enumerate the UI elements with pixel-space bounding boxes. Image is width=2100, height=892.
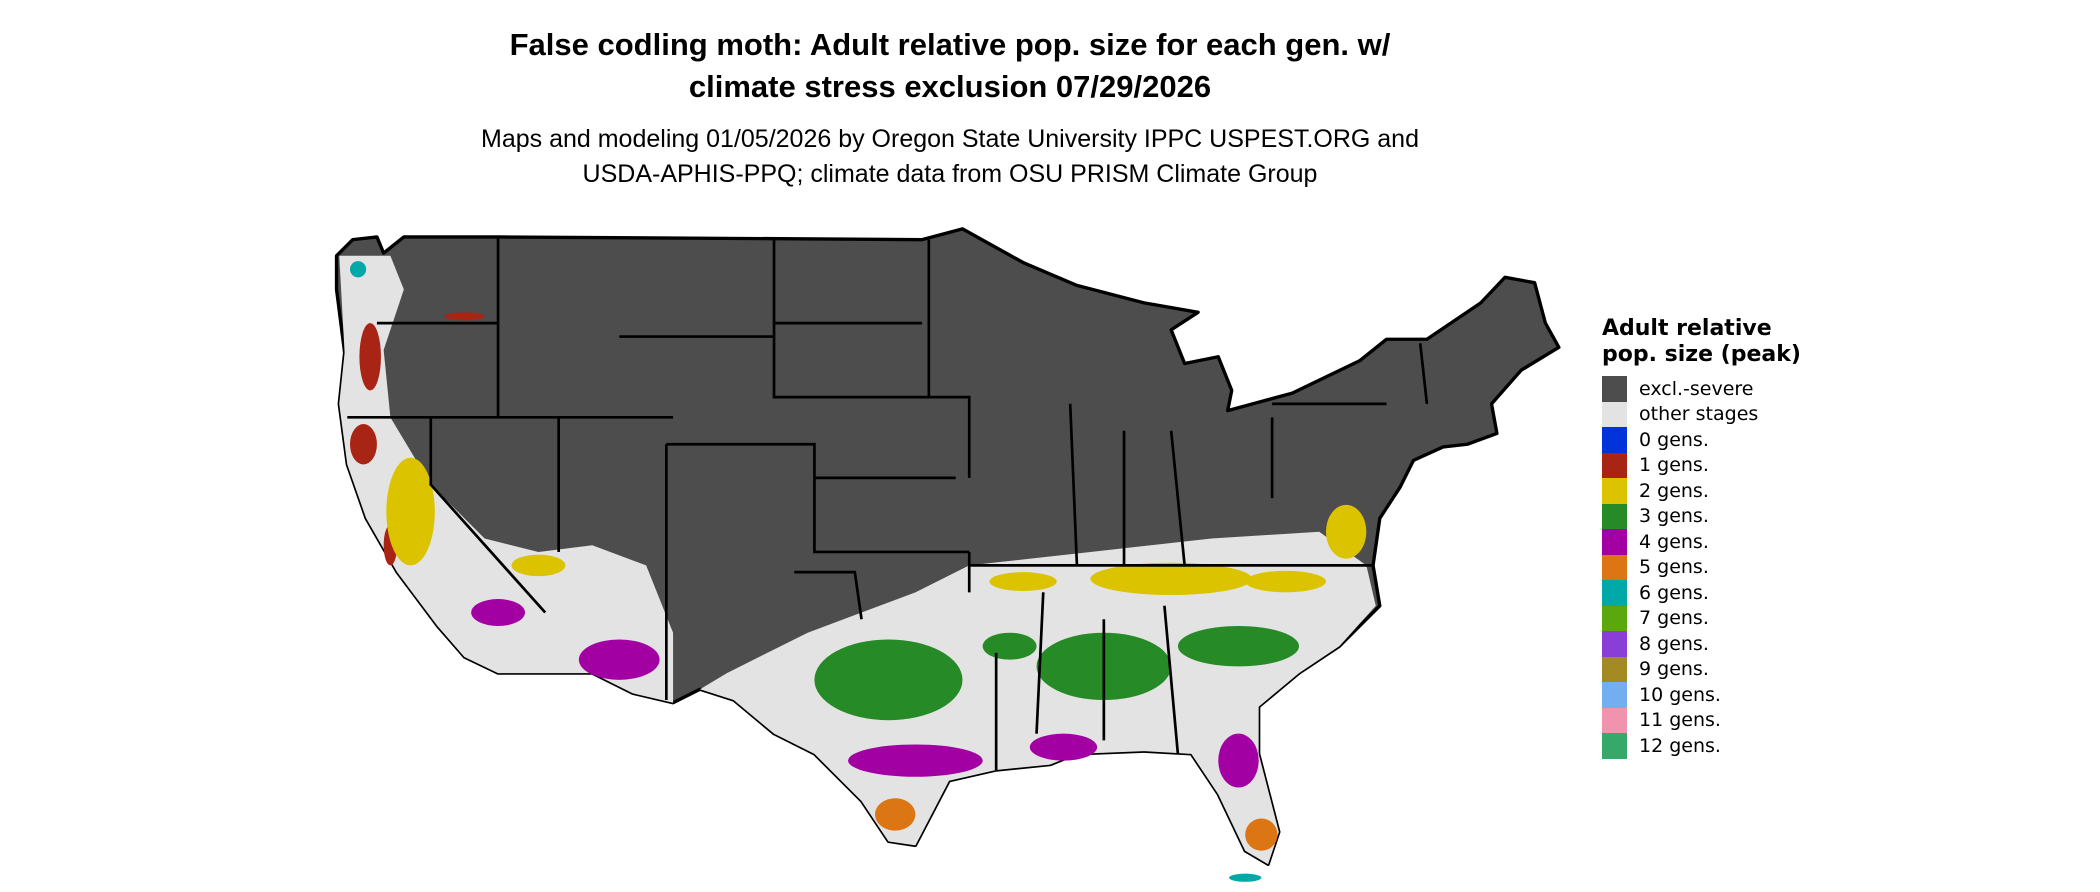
legend-label: 2 gens. bbox=[1639, 479, 1709, 502]
legend-label: 10 gens. bbox=[1639, 683, 1721, 706]
gen-4-regions bbox=[471, 599, 1259, 788]
legend-item: 4 gens. bbox=[1602, 529, 1802, 555]
legend-label: 12 gens. bbox=[1639, 734, 1721, 757]
legend-label: other stages bbox=[1639, 403, 1759, 426]
legend-label: 8 gens. bbox=[1639, 632, 1709, 655]
legend-item: other stages bbox=[1602, 401, 1802, 427]
legend-label: 9 gens. bbox=[1639, 658, 1709, 681]
legend-swatch bbox=[1602, 656, 1627, 682]
legend-label: 3 gens. bbox=[1639, 505, 1709, 528]
legend-swatch bbox=[1602, 452, 1627, 478]
legend-item: 11 gens. bbox=[1602, 707, 1802, 733]
legend-label: 0 gens. bbox=[1639, 428, 1709, 451]
legend-item: 2 gens. bbox=[1602, 478, 1802, 504]
legend-label: 11 gens. bbox=[1639, 709, 1721, 732]
legend-item: 5 gens. bbox=[1602, 554, 1802, 580]
legend-swatch bbox=[1602, 682, 1627, 708]
state-borders bbox=[347, 236, 1429, 771]
other-stages-west bbox=[339, 255, 674, 703]
legend-item: 8 gens. bbox=[1602, 631, 1802, 657]
gen-2-regions bbox=[386, 457, 1367, 596]
legend: Adult relative pop. size (peak) excl.-se… bbox=[1602, 316, 1802, 759]
legend-swatch bbox=[1602, 503, 1627, 529]
legend-item: 12 gens. bbox=[1602, 733, 1802, 759]
legend-swatch bbox=[1602, 605, 1627, 631]
legend-label: 4 gens. bbox=[1639, 530, 1709, 553]
map-title-line1: False codling moth: Adult relative pop. … bbox=[509, 27, 1391, 62]
legend-swatch bbox=[1602, 733, 1627, 759]
map-subtitle-line2: USDA-APHIS-PPQ; climate data from OSU PR… bbox=[582, 160, 1318, 188]
legend-swatch bbox=[1602, 401, 1627, 427]
legend-label: 5 gens. bbox=[1639, 556, 1709, 579]
legend-swatch bbox=[1602, 529, 1627, 555]
map-subtitle-line1: Maps and modeling 01/05/2026 by Oregon S… bbox=[481, 125, 1419, 153]
legend-swatch bbox=[1602, 478, 1627, 504]
gen-6-regions bbox=[350, 261, 1262, 882]
map-title-line2: climate stress exclusion 07/29/2026 bbox=[688, 69, 1212, 104]
legend-item: 0 gens. bbox=[1602, 427, 1802, 453]
legend-item: 3 gens. bbox=[1602, 503, 1802, 529]
legend-swatch bbox=[1602, 580, 1627, 606]
legend-swatch bbox=[1602, 376, 1627, 402]
legend-label: 7 gens. bbox=[1639, 607, 1709, 630]
legend-item: 7 gens. bbox=[1602, 605, 1802, 631]
legend-swatch bbox=[1602, 631, 1627, 657]
legend-item: excl.-severe bbox=[1602, 376, 1802, 402]
legend-item: 6 gens. bbox=[1602, 580, 1802, 606]
gen-5-regions bbox=[875, 798, 1278, 851]
legend-label: excl.-severe bbox=[1639, 377, 1754, 400]
legend-item: 10 gens. bbox=[1602, 682, 1802, 708]
legend-swatch bbox=[1602, 554, 1627, 580]
legend-label: 6 gens. bbox=[1639, 581, 1709, 604]
legend-item: 1 gens. bbox=[1602, 452, 1802, 478]
legend-title: Adult relative pop. size (peak) bbox=[1602, 316, 1801, 367]
legend-swatch bbox=[1602, 707, 1627, 733]
legend-label: 1 gens. bbox=[1639, 454, 1709, 477]
legend-swatch bbox=[1602, 427, 1627, 453]
legend-item: 9 gens. bbox=[1602, 656, 1802, 682]
